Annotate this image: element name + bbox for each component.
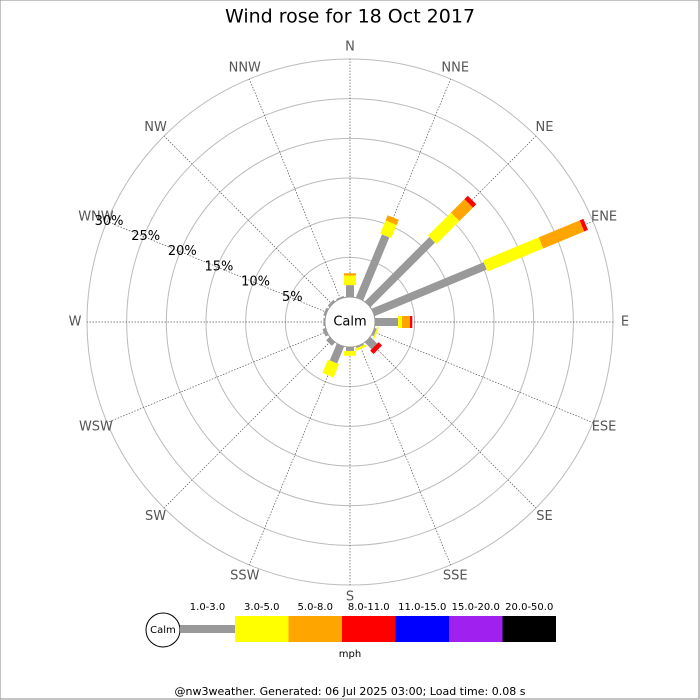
legend-swatch [235,616,289,642]
wind-bar [380,220,397,239]
wind-bar [482,237,544,272]
direction-label: E [621,315,629,330]
wind-bar [354,344,367,352]
wind-bar [326,336,336,346]
wind-bar [355,234,390,301]
direction-label: NNW [229,60,261,75]
direction-label: ESE [592,420,617,435]
calm-label: Calm [333,315,366,330]
direction-label: SSE [443,569,468,584]
direction-label: SE [536,509,552,524]
calm-circle [324,296,376,348]
direction-label: ENE [591,209,617,224]
wind-bar [464,195,477,208]
legend-swatch [449,616,503,642]
wind-bar [364,236,436,308]
direction-label: SSW [230,569,260,584]
legend-calm-label: Calm [150,625,176,636]
spoke [367,339,537,509]
spoke [359,344,451,566]
legend-swatch [502,616,556,642]
grid-ring [165,137,535,507]
direction-label: W [69,315,82,330]
legend-label: 15.0-20.0 [452,602,500,613]
legend-label: 5.0-8.0 [298,602,333,613]
wind-bar [322,359,339,378]
legend-unit: mph [339,649,361,660]
ring-label: 10% [241,275,270,290]
legend-label: 8.0-11.0 [348,602,390,613]
ring-label: 30% [95,214,124,229]
wind-bar [370,342,383,355]
direction-label: WNW [78,209,114,224]
wind-bar [385,215,399,225]
spoke [106,331,328,423]
direction-label: S [346,590,354,605]
direction-label: NNE [441,60,469,75]
wind-bar [371,262,487,317]
legend-label: 3.0-5.0 [244,602,279,613]
ring-label: 5% [282,290,303,305]
wind-bar [579,218,588,232]
spoke [163,339,333,509]
spoke [249,344,341,566]
legend-swatch [288,616,342,642]
legend-label: 11.0-15.0 [398,602,446,613]
wind-bar [372,326,380,339]
spoke [106,221,328,313]
legend-swatch [342,616,396,642]
direction-label: NE [535,120,553,135]
wind-bar [427,212,460,245]
direction-label: NW [144,120,167,135]
direction-label: WSW [79,420,113,435]
grid-ring [205,177,495,467]
legend-swatch [395,616,449,642]
legend-label: 1.0-3.0 [190,602,225,613]
wind-bar [329,343,345,364]
footer: @nw3weather. Generated: 06 Jul 2025 03:0… [175,685,526,698]
spoke [372,331,594,423]
ring-label: 15% [205,259,234,274]
ring-label: 25% [131,229,160,244]
wind-bar [364,336,378,350]
spoke [249,78,341,300]
wind-bar [538,220,585,249]
wind-bar [450,199,473,222]
wind-bar [322,327,329,337]
direction-label: N [345,40,355,55]
chart-title: Wind rose for 18 Oct 2017 [225,6,475,28]
legend-label: 20.0-50.0 [505,602,553,613]
ring-label: 20% [168,244,197,259]
direction-label: SW [145,509,166,524]
spoke [163,135,333,305]
